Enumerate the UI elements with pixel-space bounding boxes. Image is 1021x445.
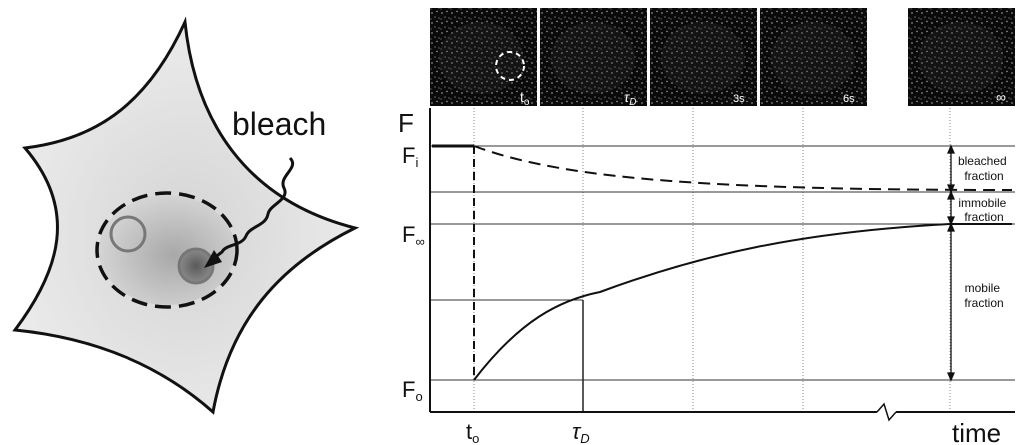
bleached-spot (177, 247, 215, 285)
laser-beam-wavy (213, 156, 294, 260)
x-axis-label: time (952, 418, 1001, 445)
frame-label: ∞ (996, 89, 1006, 105)
frame-strip: to τD 3s 6s ∞ (430, 8, 1015, 108)
bleach-label: bleach (232, 106, 326, 142)
loss-curve-dashed (473, 145, 1013, 191)
mobile-fraction-label: mobile fraction (964, 281, 1003, 310)
level-lines (430, 145, 1015, 381)
frame-label: 3s (733, 93, 745, 105)
frame-infinity: ∞ (908, 8, 1015, 106)
frame-label: τ (624, 89, 630, 105)
laser-arrowhead (204, 250, 222, 268)
frame-6s: 6s (760, 8, 867, 106)
level-label-fi: Fi (402, 143, 418, 170)
y-axis-label: F (398, 108, 414, 138)
frame-tau: τD (540, 8, 647, 108)
recovery-plot: bleached fraction immobile fraction mobi… (398, 108, 1015, 445)
fraction-arrows (947, 144, 955, 382)
bleached-fraction-label: bleached fraction (958, 154, 1010, 183)
svg-text:to: to (520, 89, 530, 108)
level-label-finf: F∞ (402, 222, 425, 249)
frame-label: 6s (843, 93, 855, 105)
level-label-fo: Fo (402, 377, 423, 404)
cell-schematic: bleach (12, 16, 360, 415)
nucleus-outline-dashed (95, 191, 239, 309)
axis-break (876, 402, 897, 422)
frame-3s: 3s (650, 8, 757, 106)
x-tick-tau: τD (572, 419, 590, 445)
frame-label-sub: D (629, 97, 636, 108)
bleach-roi-circle (495, 51, 525, 81)
recovery-curve (473, 223, 951, 381)
reference-spot (109, 215, 147, 253)
frame-label-sub: o (524, 97, 530, 108)
frame-label: t (520, 89, 524, 105)
x-tick-t0: to (466, 419, 479, 445)
vertical-gridlines (473, 108, 951, 412)
frame-t0: to (430, 8, 537, 108)
svg-text:τD: τD (624, 89, 636, 108)
immobile-fraction-label: immobile fraction (958, 196, 1009, 224)
